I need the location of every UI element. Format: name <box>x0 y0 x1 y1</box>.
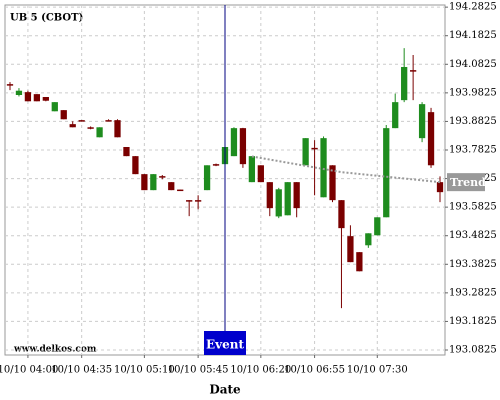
candle-body <box>203 165 211 191</box>
candle-body <box>24 92 32 102</box>
candle-body <box>436 182 444 193</box>
candle-body <box>329 165 336 201</box>
x-tick-label: 10/10 06:20 <box>230 365 291 376</box>
candle-body <box>266 182 273 209</box>
y-tick-label: 193.7825 <box>449 145 497 156</box>
trend-label: Trend <box>450 176 486 189</box>
candle-body <box>356 252 363 272</box>
x-tick-label: 10/10 04:00 <box>0 365 58 376</box>
candle-body <box>275 189 282 217</box>
candle-body <box>257 165 264 183</box>
candle-body <box>69 124 76 128</box>
candle-body <box>427 112 435 166</box>
candle-body <box>374 217 381 236</box>
candle-body <box>15 90 23 95</box>
y-tick-label: 193.2825 <box>449 287 497 298</box>
candle-body <box>401 67 408 101</box>
candle-body <box>132 156 139 175</box>
candle-body <box>186 200 193 202</box>
candle-body <box>194 200 202 202</box>
y-tick-label: 193.8825 <box>449 116 497 127</box>
candle-body <box>212 164 220 166</box>
candle-body <box>87 127 94 129</box>
candle-body <box>42 97 49 101</box>
candle-body <box>51 102 58 112</box>
candle-body <box>159 176 166 178</box>
candle-body <box>105 120 112 122</box>
candle-body <box>123 147 130 157</box>
x-tick-label: 10/10 04:35 <box>51 365 112 376</box>
y-tick-label: 193.1825 <box>449 316 497 327</box>
y-tick-label: 194.0825 <box>449 59 497 70</box>
candle-body <box>365 233 372 246</box>
y-tick-label: 193.3825 <box>449 259 497 270</box>
candle-body <box>78 120 85 122</box>
candle-body <box>177 189 184 192</box>
y-tick-label: 193.4825 <box>449 230 497 241</box>
x-tick-label: 10/10 06:55 <box>284 365 345 376</box>
candle-body <box>418 104 426 139</box>
candle-body <box>383 128 390 218</box>
trend-label-box <box>447 173 485 192</box>
candle-body <box>33 94 41 102</box>
candle-body <box>302 138 309 166</box>
chart-title: UB 5 (CBOT) <box>10 13 83 24</box>
x-tick-label: 10/10 05:10 <box>114 365 175 376</box>
candle-body <box>338 200 345 229</box>
y-tick-label: 194.1825 <box>449 30 497 41</box>
trend-line <box>251 155 441 184</box>
candle-body <box>60 110 67 120</box>
candle-body <box>347 236 354 263</box>
candle-body <box>6 84 14 86</box>
candle-body <box>230 128 238 157</box>
x-tick-label: 10/10 07:30 <box>347 365 408 376</box>
candle-body <box>392 102 399 129</box>
candle-body <box>248 156 256 183</box>
candle-body <box>141 174 148 191</box>
candle-body <box>96 127 103 138</box>
candle-body <box>311 147 318 150</box>
candle-body <box>409 70 417 72</box>
candle-body <box>168 182 175 191</box>
y-tick-label: 194.2825 <box>449 2 497 13</box>
candle-body <box>114 120 121 138</box>
candle-body <box>320 138 327 198</box>
event-label-box <box>204 331 246 355</box>
candle-body <box>284 182 291 216</box>
event-label: Event <box>206 338 244 352</box>
y-tick-label: 193.9825 <box>449 87 497 98</box>
candle-body <box>150 174 157 191</box>
x-axis-label: Date <box>209 383 241 397</box>
y-tick-label: 193.0825 <box>449 345 497 356</box>
candle-body <box>293 182 300 209</box>
y-tick-label: 193.5825 <box>449 202 497 213</box>
candle-body <box>239 128 247 165</box>
x-tick-label: 10/10 05:45 <box>168 365 229 376</box>
